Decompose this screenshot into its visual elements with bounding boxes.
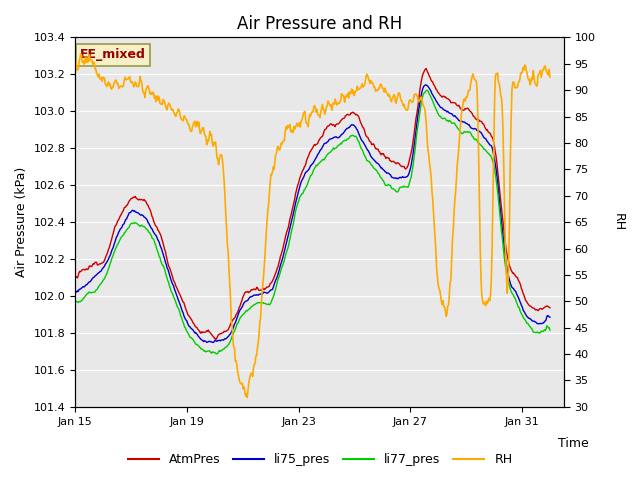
li75_pres — [430, 95, 438, 100]
li75_pres — [287, 221, 294, 227]
li77_pres — [430, 102, 438, 108]
li75_pres — [156, 240, 163, 245]
AtmPres — [212, 336, 220, 342]
RH — [77, 51, 84, 57]
AtmPres — [193, 325, 201, 331]
Text: Time: Time — [558, 437, 589, 450]
li75_pres — [209, 339, 217, 345]
Text: EE_mixed: EE_mixed — [80, 48, 146, 61]
RH — [156, 100, 164, 106]
li77_pres — [156, 253, 163, 259]
AtmPres — [422, 66, 430, 72]
li75_pres — [193, 332, 201, 337]
li77_pres — [423, 87, 431, 93]
AtmPres — [71, 276, 79, 282]
li77_pres — [389, 186, 397, 192]
Y-axis label: Air Pressure (kPa): Air Pressure (kPa) — [15, 167, 28, 277]
RH — [194, 123, 202, 129]
Line: AtmPres: AtmPres — [75, 69, 550, 339]
li75_pres — [352, 124, 360, 130]
li75_pres — [422, 82, 429, 88]
RH — [430, 220, 438, 226]
Legend: AtmPres, li75_pres, li77_pres, RH: AtmPres, li75_pres, li77_pres, RH — [123, 448, 517, 471]
Y-axis label: RH: RH — [612, 213, 625, 231]
AtmPres — [287, 213, 294, 218]
RH — [288, 127, 296, 133]
li77_pres — [352, 133, 360, 139]
RH — [243, 395, 251, 400]
RH — [546, 74, 554, 80]
AtmPres — [430, 83, 438, 88]
Line: li75_pres: li75_pres — [75, 85, 550, 342]
AtmPres — [546, 305, 554, 311]
AtmPres — [389, 159, 397, 165]
AtmPres — [156, 229, 163, 235]
li77_pres — [546, 327, 554, 333]
li77_pres — [287, 232, 294, 238]
Title: Air Pressure and RH: Air Pressure and RH — [237, 15, 402, 33]
RH — [390, 92, 397, 97]
Line: RH: RH — [75, 54, 550, 397]
li77_pres — [212, 351, 220, 357]
li75_pres — [546, 314, 554, 320]
li75_pres — [71, 287, 79, 292]
AtmPres — [352, 112, 360, 118]
li75_pres — [389, 175, 397, 180]
RH — [71, 61, 79, 67]
Line: li77_pres: li77_pres — [75, 90, 550, 354]
li77_pres — [193, 342, 201, 348]
RH — [353, 87, 360, 93]
li77_pres — [71, 299, 79, 305]
